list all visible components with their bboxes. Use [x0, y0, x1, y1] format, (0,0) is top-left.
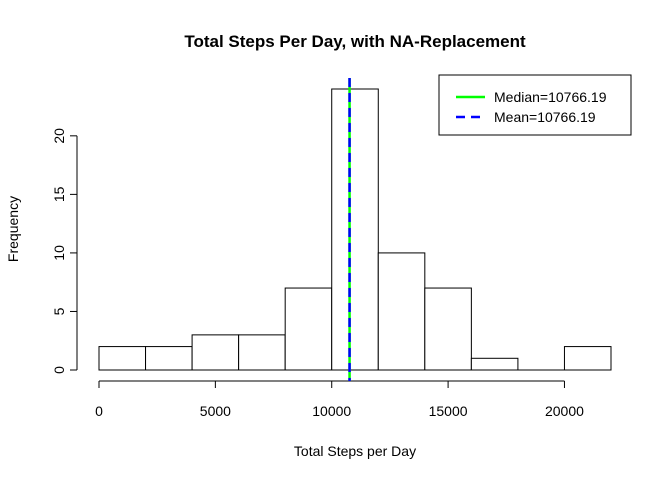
histogram-bar: [470, 357, 519, 371]
histogram-bar: [145, 346, 193, 371]
x-axis: 0 5000 10000 15000 20000: [95, 380, 584, 419]
x-tick-label: 20000: [545, 403, 584, 419]
x-tick-label: 0: [95, 403, 103, 419]
x-tick-label: 5000: [200, 403, 231, 419]
histogram-bar: [238, 334, 286, 371]
y-tick-label: 0: [51, 366, 67, 374]
chart-title: Total Steps Per Day, with NA-Replacement: [184, 32, 526, 51]
histogram-bar: [98, 346, 147, 371]
histogram-bar: [284, 287, 333, 371]
legend-entry-label: Median=10766.19: [494, 89, 607, 105]
y-tick-label: 10: [51, 245, 67, 261]
histogram-bar: [377, 252, 426, 371]
y-tick-label: 5: [51, 307, 67, 315]
y-axis: 0 5 10 15 20: [51, 128, 78, 374]
x-axis-label: Total Steps per Day: [294, 443, 416, 459]
histogram-bar: [191, 334, 240, 371]
histogram-bar: [563, 346, 612, 371]
legend-box: [438, 74, 632, 136]
histogram-bar: [331, 88, 379, 371]
x-tick-label: 15000: [429, 403, 468, 419]
x-tick-label: 10000: [312, 403, 351, 419]
bars-group: [98, 88, 612, 371]
y-tick-label: 20: [51, 128, 67, 144]
legend-entry-label: Mean=10766.19: [494, 109, 596, 125]
y-tick-label: 15: [51, 186, 67, 202]
y-axis-label: Frequency: [5, 196, 21, 262]
histogram-bar: [424, 287, 472, 371]
legend: Median=10766.19 Mean=10766.19: [438, 74, 632, 136]
